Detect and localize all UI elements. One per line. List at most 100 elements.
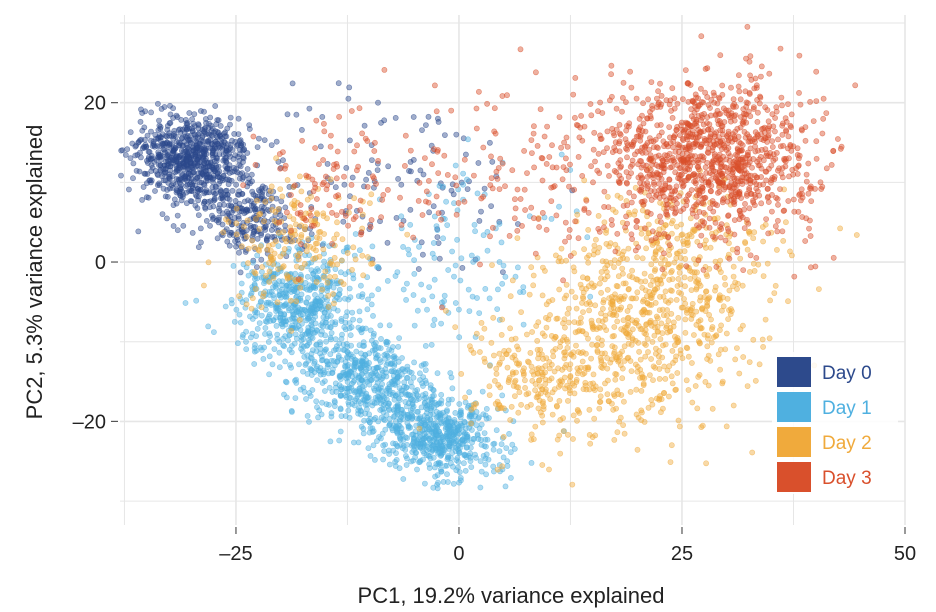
data-point bbox=[449, 385, 456, 392]
data-point bbox=[244, 217, 251, 224]
data-point bbox=[226, 196, 233, 203]
data-point bbox=[245, 245, 252, 252]
data-point bbox=[624, 308, 631, 314]
data-point bbox=[646, 301, 653, 308]
data-point bbox=[368, 301, 375, 308]
data-point bbox=[420, 456, 426, 463]
data-point bbox=[481, 443, 488, 449]
data-point bbox=[604, 391, 611, 398]
data-point bbox=[694, 279, 701, 285]
data-point bbox=[380, 442, 387, 449]
data-point bbox=[699, 153, 705, 159]
data-point bbox=[153, 157, 160, 164]
data-point bbox=[770, 123, 777, 130]
data-point bbox=[712, 219, 719, 226]
data-point bbox=[511, 352, 518, 359]
data-point bbox=[669, 347, 676, 354]
data-point bbox=[763, 216, 769, 222]
data-point bbox=[623, 169, 630, 175]
data-point bbox=[648, 273, 654, 280]
data-point bbox=[258, 268, 265, 275]
data-point bbox=[436, 444, 443, 451]
data-point bbox=[527, 349, 534, 356]
data-point bbox=[572, 294, 579, 301]
data-point bbox=[139, 110, 146, 116]
data-point bbox=[712, 201, 718, 207]
data-point bbox=[680, 241, 687, 247]
data-point bbox=[139, 196, 145, 203]
data-point bbox=[723, 156, 730, 163]
data-point bbox=[297, 326, 304, 333]
data-point bbox=[268, 227, 275, 233]
data-point bbox=[364, 306, 371, 313]
data-point bbox=[669, 267, 675, 274]
data-point bbox=[658, 176, 665, 182]
data-point bbox=[251, 269, 258, 275]
data-point bbox=[594, 249, 601, 256]
data-point bbox=[197, 108, 204, 114]
data-point bbox=[349, 174, 356, 181]
data-point bbox=[725, 316, 731, 322]
data-point bbox=[508, 336, 515, 343]
data-point bbox=[173, 189, 180, 196]
data-point bbox=[550, 353, 557, 360]
data-point bbox=[445, 267, 452, 273]
data-point bbox=[790, 196, 797, 203]
data-point bbox=[222, 155, 228, 162]
data-point bbox=[666, 393, 672, 400]
data-point bbox=[675, 314, 682, 321]
data-point bbox=[410, 292, 417, 298]
data-point bbox=[629, 267, 635, 274]
data-point bbox=[261, 137, 268, 143]
data-point bbox=[283, 379, 290, 386]
data-point bbox=[430, 387, 437, 394]
data-point bbox=[392, 458, 398, 465]
data-point bbox=[152, 188, 158, 194]
data-point bbox=[298, 126, 305, 133]
data-point bbox=[593, 236, 599, 243]
data-point bbox=[200, 200, 207, 207]
data-point bbox=[766, 70, 773, 77]
data-point bbox=[670, 157, 677, 164]
data-point bbox=[292, 315, 298, 322]
data-point bbox=[614, 230, 621, 237]
data-point bbox=[157, 125, 164, 132]
data-point bbox=[616, 140, 622, 147]
data-point bbox=[734, 286, 740, 292]
data-point bbox=[305, 357, 312, 364]
data-point bbox=[600, 297, 607, 303]
data-point bbox=[224, 125, 231, 132]
data-point bbox=[507, 474, 514, 481]
data-point bbox=[176, 160, 183, 167]
data-point bbox=[701, 294, 708, 301]
data-point bbox=[163, 215, 170, 222]
data-point bbox=[288, 327, 295, 334]
data-point bbox=[540, 403, 547, 410]
data-point bbox=[293, 335, 300, 342]
data-point bbox=[262, 272, 269, 279]
data-point bbox=[772, 128, 778, 135]
data-point bbox=[468, 252, 475, 259]
data-point bbox=[627, 68, 633, 75]
data-point bbox=[210, 197, 217, 204]
data-point bbox=[648, 356, 654, 362]
data-point bbox=[514, 235, 521, 241]
data-point bbox=[256, 320, 263, 326]
data-point bbox=[221, 138, 227, 145]
data-point bbox=[291, 205, 298, 211]
data-point bbox=[248, 305, 255, 312]
data-point bbox=[266, 279, 273, 285]
data-point bbox=[236, 311, 243, 318]
data-point bbox=[671, 105, 678, 112]
data-point bbox=[394, 269, 401, 275]
data-point bbox=[182, 300, 189, 306]
data-point bbox=[658, 219, 664, 225]
data-point bbox=[656, 395, 663, 402]
data-point bbox=[623, 145, 629, 152]
data-point bbox=[262, 198, 269, 205]
data-point bbox=[609, 293, 615, 300]
data-point bbox=[179, 194, 186, 200]
data-point bbox=[650, 377, 656, 383]
data-point bbox=[377, 322, 384, 329]
data-point bbox=[365, 296, 371, 303]
